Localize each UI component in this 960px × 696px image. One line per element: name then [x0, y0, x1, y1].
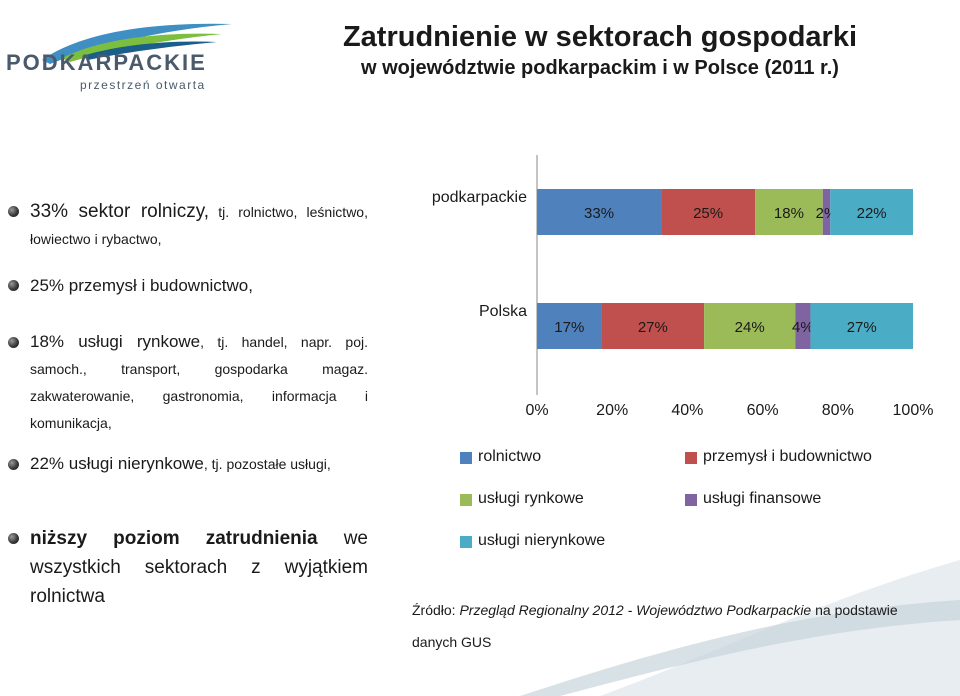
bullet-text: 18% usługi rynkowe, tj. handel, napr. po…	[30, 329, 368, 437]
bullet-dot-icon	[8, 337, 19, 348]
bar-segment-podkarpackie-1	[661, 189, 756, 235]
data-label-podkarpackie-2: 18%	[774, 205, 804, 222]
bar-segment-polska-0	[537, 303, 602, 349]
legend-swatch	[685, 452, 697, 464]
bullet-dot-icon	[8, 280, 19, 291]
bullet-dot-icon	[8, 533, 19, 544]
x-tick-label: 60%	[747, 402, 779, 419]
bullet-rest: , tj. pozostałe usługi,	[203, 456, 331, 472]
data-label-polska-2: 24%	[735, 319, 765, 336]
bullet-lead: 25% przemysł i budownictwo,	[30, 276, 253, 295]
legend-swatch	[460, 452, 472, 464]
data-label-polska-1: 27%	[638, 319, 668, 336]
source-title: Przegląd Regionalny 2012 - Województwo P…	[459, 602, 812, 618]
data-label-polska-4: 27%	[847, 319, 877, 336]
category-label-podkarpackie: podkarpackie	[432, 189, 527, 206]
bullet-lead: niższy poziom zatrudnienia	[30, 528, 318, 549]
bullet-dot-icon	[8, 459, 19, 470]
bar-segment-polska-2	[704, 303, 796, 349]
x-tick-label: 20%	[596, 402, 628, 419]
legend-label: rolnictwo	[478, 448, 542, 465]
x-tick-label: 100%	[893, 402, 934, 419]
data-label-podkarpackie-4: 22%	[857, 205, 887, 222]
title-block: Zatrudnienie w sektorach gospodarki w wo…	[280, 20, 920, 82]
page-title: Zatrudnienie w sektorach gospodarki	[342, 21, 858, 53]
legend-label: usługi finansowe	[703, 490, 822, 507]
data-label-polska-0: 17%	[554, 319, 584, 336]
source-note: Źródło: Przegląd Regionalny 2012 - Wojew…	[412, 594, 937, 658]
x-tick-label: 0%	[525, 402, 548, 419]
legend-swatch	[460, 536, 472, 548]
bullet-lead: 22% usługi nierynkowe	[30, 454, 204, 473]
source-prefix: Źródło:	[412, 602, 460, 618]
page-subtitle: w województwie podkarpackim i w Polsce (…	[361, 57, 839, 79]
bar-segment-polska-3	[795, 303, 811, 349]
bullet-rest: tj. rolnictwo, leśnictwo, łowiectwo i ry…	[30, 204, 368, 247]
bullet-lead: 33% sektor rolniczy,	[30, 201, 210, 222]
logo-wings-icon	[42, 23, 232, 64]
bullet-rest: we wszystkich sektorach z wyjątkiem roln…	[30, 528, 368, 607]
legend-swatch	[685, 494, 697, 506]
source-suffix: na podstawie danych GUS	[412, 602, 898, 650]
data-label-podkarpackie-1: 25%	[693, 205, 723, 222]
bullet-lead: 18% usługi rynkowe	[30, 332, 201, 351]
bar-segment-podkarpackie-2	[755, 189, 823, 235]
logo-tagline: przestrzeń otwarta	[80, 78, 206, 92]
legend-label: usługi rynkowe	[478, 490, 584, 507]
x-tick-label: 40%	[671, 402, 703, 419]
bullet-text: 33% sektor rolniczy, tj. rolnictwo, leśn…	[30, 198, 368, 253]
category-label-polska: Polska	[479, 303, 527, 320]
bullet-dot-icon	[8, 206, 19, 217]
legend-swatch	[460, 494, 472, 506]
data-label-polska-3: 4%	[792, 319, 814, 336]
data-label-podkarpackie-0: 33%	[584, 205, 614, 222]
bar-segment-podkarpackie-3	[822, 189, 831, 235]
bullet-text: niższy poziom zatrudnienia we wszystkich…	[30, 525, 368, 612]
bullet-text: 25% przemysł i budownictwo,	[30, 272, 368, 300]
chart-legend: rolnictwo przemysł i budownictwo usługi ry…	[460, 448, 940, 558]
bar-segment-podkarpackie-4	[830, 189, 913, 235]
bullet-rest: , tj. handel, napr. poj. samoch., transp…	[30, 334, 368, 431]
legend-label: usługi nierynkowe	[478, 532, 606, 549]
bar-segment-polska-1	[601, 303, 705, 349]
legend-label: przemysł i budownictwo	[703, 448, 872, 465]
bar-segment-polska-4	[810, 303, 913, 349]
logo-name: PODKARPACKIE	[6, 50, 207, 75]
x-tick-label: 80%	[822, 402, 854, 419]
bullet-text: 22% usługi nierynkowe, tj. pozostałe usł…	[30, 451, 368, 478]
bar-segment-podkarpackie-0	[537, 189, 662, 235]
